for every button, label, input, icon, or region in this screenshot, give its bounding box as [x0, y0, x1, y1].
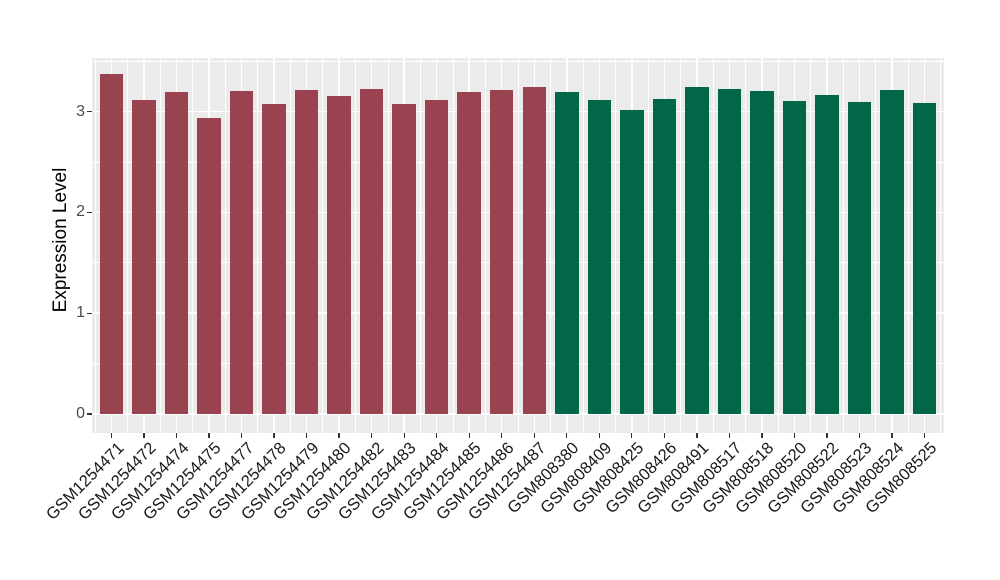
bar-GSM1254480 — [327, 96, 351, 414]
gridline-minor-v — [355, 58, 356, 433]
gridline-minor-v — [875, 58, 877, 433]
gridline-minor-v — [647, 58, 649, 433]
y-axis-tick — [87, 110, 92, 113]
x-axis-tick — [891, 433, 893, 438]
gridline-minor-v — [907, 58, 909, 433]
bar-GSM808525 — [912, 102, 937, 414]
gridline-minor-v — [842, 58, 844, 433]
x-axis-tick — [761, 433, 763, 438]
gridline-minor-v — [289, 58, 291, 433]
gridline-minor-v — [810, 58, 812, 433]
bar-GSM1254487 — [522, 87, 546, 414]
x-axis-tick — [533, 433, 535, 438]
x-axis-tick — [273, 433, 275, 438]
x-axis-tick — [501, 433, 503, 438]
x-axis-tick — [663, 433, 665, 438]
gridline-minor-v — [420, 58, 421, 433]
y-axis-title: Expression Level — [50, 167, 71, 313]
x-axis-tick — [793, 433, 796, 438]
gridline-minor-v — [127, 58, 129, 433]
x-axis-tick — [436, 433, 438, 438]
gridline-minor-v — [745, 58, 747, 433]
bar-GSM1254486 — [489, 90, 514, 414]
y-axis-tick — [87, 211, 92, 214]
x-axis-tick — [305, 433, 308, 438]
x-tick-label: GSM808525 — [835, 439, 940, 517]
y-axis-tick — [87, 312, 92, 314]
gridline-minor-v — [452, 58, 454, 433]
bar-GSM1254471 — [99, 74, 124, 414]
bar-GSM808523 — [847, 101, 872, 414]
bar-GSM808491 — [685, 87, 709, 414]
gridline-minor-v — [224, 58, 226, 433]
bar-GSM808524 — [880, 90, 904, 414]
gridline-minor-v — [940, 58, 942, 433]
gridline-minor-v — [192, 58, 194, 433]
y-axis-tick — [87, 413, 92, 415]
gridline-minor-v — [712, 58, 714, 433]
x-axis-tick — [143, 433, 145, 438]
gridline-minor-v — [582, 58, 584, 433]
x-axis-tick — [371, 433, 373, 438]
x-axis-tick — [631, 433, 633, 438]
x-axis-tick — [403, 433, 405, 438]
bar-GSM808520 — [782, 100, 807, 414]
y-tick-label: 2 — [76, 203, 85, 221]
x-axis-tick — [240, 433, 243, 438]
gridline-minor-v — [680, 58, 681, 433]
gridline-minor-v — [322, 58, 324, 433]
x-axis-tick — [110, 433, 113, 438]
x-axis-tick — [858, 433, 861, 438]
bar-GSM808425 — [620, 109, 644, 414]
gridline-minor-v — [777, 58, 779, 433]
bar-GSM1254479 — [294, 90, 319, 414]
x-axis-tick — [175, 433, 178, 438]
bar-GSM1254483 — [392, 103, 416, 414]
x-axis-tick — [566, 433, 568, 438]
y-tick-label: 0 — [76, 405, 85, 422]
gridline-minor-v — [257, 58, 259, 433]
gridline-minor-v — [485, 58, 486, 433]
x-axis-tick — [696, 433, 698, 438]
bar-GSM1254477 — [229, 91, 254, 414]
bar-GSM1254475 — [197, 117, 221, 414]
bar-GSM808518 — [750, 91, 774, 414]
gridline-minor-v — [387, 58, 389, 433]
x-axis-tick — [338, 433, 340, 438]
gridline-minor-v — [550, 58, 551, 433]
bar-GSM1254474 — [164, 92, 189, 414]
gridline-minor-v — [159, 58, 161, 433]
x-axis-tick — [468, 433, 470, 438]
bar-GSM808522 — [815, 95, 839, 414]
y-tick-label: 1 — [76, 304, 85, 322]
gridline-minor-v — [94, 58, 96, 433]
bar-GSM1254472 — [132, 99, 156, 414]
x-axis-tick — [728, 433, 731, 438]
bar-GSM808517 — [717, 89, 742, 414]
x-axis-tick — [598, 433, 600, 438]
plot-panel — [92, 58, 944, 433]
bar-GSM1254484 — [424, 99, 449, 414]
bar-GSM808426 — [652, 98, 677, 414]
bar-GSM1254485 — [457, 92, 481, 414]
y-tick-label: 3 — [76, 102, 85, 120]
x-axis-tick — [826, 433, 828, 438]
bar-GSM808380 — [555, 92, 579, 414]
gridline-minor-v — [517, 58, 519, 433]
bar-GSM1254478 — [262, 103, 286, 414]
bar-GSM808409 — [587, 99, 612, 414]
x-axis-tick — [923, 433, 926, 438]
bar-GSM1254482 — [359, 89, 384, 414]
gridline-minor-v — [615, 58, 616, 433]
x-axis-tick — [208, 433, 210, 438]
